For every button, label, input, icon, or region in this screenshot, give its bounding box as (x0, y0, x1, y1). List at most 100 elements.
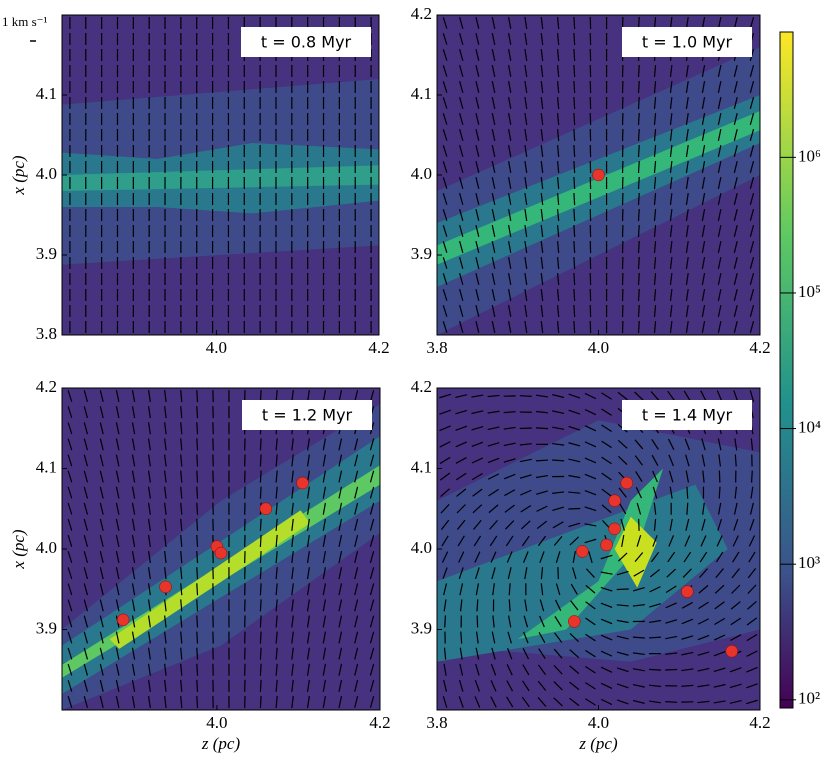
velocity-arrow (260, 471, 261, 483)
velocity-arrow (477, 599, 478, 611)
velocity-arrow (197, 696, 198, 708)
y-tick-label: 4.0 (36, 538, 57, 557)
annotation: t = 1.2 Myr (262, 406, 353, 425)
y-tick-label: 3.9 (36, 244, 57, 263)
velocity-arrow (574, 81, 575, 93)
velocity-arrow (260, 487, 261, 499)
sink-particle (215, 547, 227, 559)
velocity-arrow (260, 599, 261, 611)
y-tick-label: 4.1 (36, 84, 57, 103)
velocity-arrow (574, 65, 575, 77)
velocity-arrow (574, 257, 575, 269)
velocity-arrow (574, 209, 575, 221)
annotation: t = 1.4 Myr (642, 406, 733, 425)
velocity-arrow (197, 438, 198, 450)
map-panel (62, 15, 379, 335)
sink-particle (576, 545, 588, 557)
velocity-arrow (639, 321, 640, 333)
velocity-arrow (445, 615, 446, 627)
velocity-arrow (649, 669, 661, 670)
y-tick-label: 3.9 (36, 618, 57, 637)
velocity-arrow (649, 637, 661, 638)
velocity-arrow (574, 113, 575, 125)
velocity-arrow (536, 428, 548, 429)
velocity-arrow (574, 49, 575, 61)
annotation: t = 0.8 Myr (261, 33, 352, 52)
x-tick-label: 3.8 (426, 713, 447, 732)
velocity-arrow (574, 17, 575, 29)
y-tick-label: 3.9 (411, 244, 432, 263)
velocity-arrow (639, 273, 640, 285)
velocity-arrow (574, 193, 575, 205)
velocity-arrow (574, 129, 575, 141)
velocity-arrow (197, 406, 198, 418)
velocity-arrow (260, 454, 261, 466)
velocity-arrow (639, 81, 640, 93)
velocity-arrow (520, 396, 532, 397)
velocity-arrow (260, 567, 261, 579)
colorbar-tick-label: 10³ (798, 553, 820, 572)
velocity-arrow (509, 599, 510, 611)
velocity-arrow (574, 241, 575, 253)
y-tick-label: 4.2 (411, 377, 432, 396)
velocity-arrow (260, 583, 261, 595)
map-panel (437, 388, 760, 710)
sink-particle (593, 169, 605, 181)
scale-label: 1 km s⁻¹ (2, 14, 48, 29)
x-tick-label: 3.8 (426, 338, 447, 357)
velocity-arrow (260, 632, 261, 644)
velocity-arrow (568, 508, 580, 509)
velocity-arrow (260, 519, 261, 531)
velocity-arrow (536, 460, 548, 461)
x-tick-label: 4.0 (588, 338, 609, 357)
velocity-arrow (639, 225, 640, 237)
colorbar (780, 32, 793, 708)
velocity-arrow (719, 487, 720, 499)
velocity-arrow (574, 97, 575, 109)
velocity-arrow (520, 428, 532, 429)
velocity-arrow (197, 632, 198, 644)
colorbar-tick-label: 10² (798, 689, 820, 708)
colorbar-tick-label: 10⁴ (798, 417, 821, 436)
x-tick-label: 4.2 (369, 713, 390, 732)
y-tick-label: 4.1 (411, 84, 432, 103)
velocity-arrow (260, 696, 261, 708)
velocity-arrow (687, 487, 688, 499)
sink-particle (297, 477, 309, 489)
velocity-arrow (197, 390, 198, 402)
y-tick-label: 4.2 (411, 4, 432, 23)
velocity-arrow (639, 65, 640, 77)
y-tick-label: 4.1 (36, 457, 57, 476)
velocity-arrow (260, 535, 261, 547)
velocity-arrow (574, 161, 575, 173)
velocity-arrow (260, 615, 261, 627)
y-tick-label: 4.1 (411, 457, 432, 476)
velocity-arrow (752, 471, 753, 483)
map-panel (62, 388, 380, 710)
y-axis-label: x (pc) (9, 155, 28, 196)
velocity-arrow (574, 289, 575, 301)
sink-particle (117, 614, 129, 626)
velocity-arrow (639, 257, 640, 269)
velocity-arrow (197, 680, 198, 692)
velocity-arrow (617, 589, 629, 590)
velocity-arrow (574, 225, 575, 237)
velocity-arrow (639, 193, 640, 205)
x-axis-label: z (pc) (578, 734, 618, 753)
y-tick-label: 4.0 (411, 164, 432, 183)
colorbar-tick-label: 10⁶ (798, 146, 821, 165)
velocity-arrow (574, 33, 575, 45)
velocity-arrow (197, 567, 198, 579)
velocity-arrow (639, 161, 640, 173)
velocity-arrow (260, 551, 261, 563)
x-axis-label: z (pc) (201, 734, 241, 753)
x-tick-label: 4.0 (588, 713, 609, 732)
velocity-arrow (639, 145, 640, 157)
map-panel (437, 15, 760, 335)
velocity-arrow (197, 664, 198, 676)
velocity-arrow (639, 289, 640, 301)
x-tick-label: 4.0 (206, 338, 227, 357)
y-tick-label: 3.9 (411, 618, 432, 637)
velocity-arrow (665, 669, 677, 670)
velocity-arrow (260, 438, 261, 450)
